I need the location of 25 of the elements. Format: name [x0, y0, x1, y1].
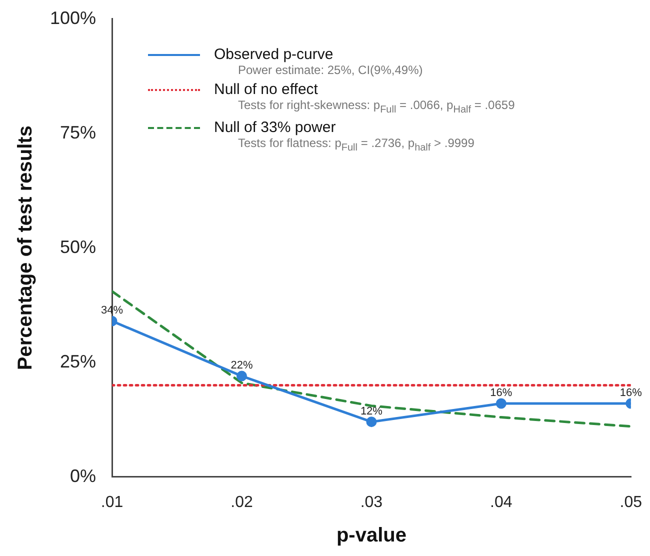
y-tick-label: 50% [60, 236, 96, 257]
y-tick-label: 75% [60, 122, 96, 142]
y-tick-label: 0% [70, 466, 96, 486]
y-axis-title: Percentage of test results [14, 126, 37, 370]
x-tick-label: .05 [620, 494, 642, 511]
annotation: Power estimate: 25%, CI(9%,49%) [238, 63, 424, 77]
legend-label: Null of 33% power [214, 119, 336, 136]
y-tick-label: 25% [60, 351, 96, 372]
data-label: 16% [490, 387, 512, 400]
annotation: Tests for flatness: p$_{Full}$ = .2736, p$_{half}$ > .9999 [238, 136, 476, 154]
data-label: 12% [360, 405, 383, 418]
y-tick-label: 100% [50, 8, 96, 28]
x-tick-label: .04 [490, 494, 512, 511]
x-tick-label: .03 [360, 494, 383, 511]
point [366, 416, 377, 428]
point [236, 370, 247, 382]
annotation: Tests for right-skewness: p$_{Full}$ = .0066, p$_{Half}$ = .0659 [238, 98, 515, 116]
x-axis-title: p-value [336, 524, 406, 547]
data-label: 22% [230, 360, 253, 372]
data-label: 16% [620, 387, 642, 400]
x-tick-label: .01 [100, 494, 124, 511]
point [496, 398, 506, 409]
legend-label: Null of no effect [214, 81, 318, 98]
legend-label: Observed p-curve [214, 46, 334, 63]
x-tick-label: .02 [230, 494, 253, 511]
